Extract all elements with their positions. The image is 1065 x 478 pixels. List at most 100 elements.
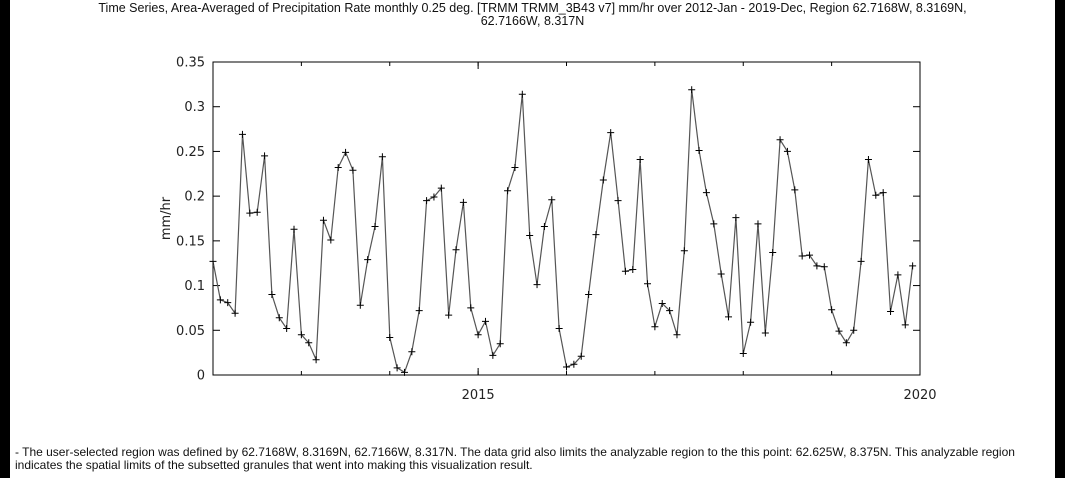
- data-point: [400, 368, 408, 376]
- data-point: [680, 247, 688, 255]
- data-point: [599, 176, 607, 184]
- data-point: [577, 352, 585, 360]
- data-point: [636, 155, 644, 163]
- data-point: [290, 225, 298, 233]
- data-point: [297, 331, 305, 339]
- data-point: [437, 184, 445, 192]
- y-tick-label: 0.1: [184, 279, 205, 294]
- data-point: [688, 86, 696, 94]
- data-point: [783, 147, 791, 155]
- data-point: [312, 356, 320, 364]
- y-tick-label: 0.25: [176, 145, 205, 160]
- data-point: [673, 331, 681, 339]
- data-point: [334, 164, 342, 172]
- data-point: [820, 263, 828, 271]
- data-point: [879, 189, 887, 197]
- data-point: [386, 333, 394, 341]
- data-point: [747, 318, 755, 326]
- data-point: [710, 220, 718, 228]
- data-point: [319, 216, 327, 224]
- y-tick-label: 0.05: [176, 324, 205, 339]
- data-point: [806, 251, 814, 259]
- x-tick-label: 2015: [462, 388, 495, 403]
- data-point: [570, 360, 578, 368]
- y-tick-label: 0.3: [184, 100, 205, 115]
- data-point: [621, 267, 629, 275]
- data-point: [423, 197, 431, 205]
- data-point: [261, 152, 269, 160]
- data-point: [496, 340, 504, 348]
- data-point: [754, 220, 762, 228]
- data-point: [231, 309, 239, 317]
- data-point: [489, 351, 497, 359]
- line-chart: 0 0.05 0.1 0.15 0.2 0.25 0.3 0.35 2015 2020 mm/hr: [159, 56, 937, 404]
- data-point: [651, 323, 659, 331]
- chart-window: Time Series, Area-Averaged of Precipitat…: [10, 0, 1055, 478]
- data-point: [607, 129, 615, 137]
- data-point: [415, 307, 423, 315]
- data-point: [791, 186, 799, 194]
- data-point: [813, 262, 821, 270]
- data-point: [253, 208, 261, 216]
- data-point: [592, 231, 600, 239]
- chart-title-line-1: Time Series, Area-Averaged of Precipitat…: [98, 1, 967, 15]
- data-point: [216, 296, 224, 304]
- data-point: [828, 306, 836, 314]
- plot-frame: [212, 61, 921, 376]
- chart-title: Time Series, Area-Averaged of Precipitat…: [10, 2, 1055, 28]
- data-point: [224, 299, 232, 307]
- y-tick-label: 0.35: [176, 56, 205, 71]
- data-point: [864, 155, 872, 163]
- data-point: [658, 299, 666, 307]
- data-point: [732, 214, 740, 222]
- data-point: [378, 153, 386, 161]
- data-point: [739, 350, 747, 358]
- data-point: [327, 236, 335, 244]
- data-point: [887, 308, 895, 316]
- data-point: [349, 166, 357, 174]
- chart-title-line-2: 62.7166W, 8.317N: [480, 14, 585, 28]
- data-point: [555, 324, 563, 332]
- data-point: [238, 130, 246, 138]
- data-point: [909, 262, 917, 270]
- data-point: [445, 311, 453, 319]
- data-point: [518, 90, 526, 98]
- series-line: [212, 89, 914, 374]
- data-point: [342, 148, 350, 156]
- data-point: [540, 223, 548, 231]
- data-point: [283, 324, 291, 332]
- data-point: [452, 246, 460, 254]
- data-point: [275, 314, 283, 322]
- y-tick-label: 0.2: [184, 190, 205, 205]
- region-footnote: - The user-selected region was defined b…: [15, 445, 1015, 472]
- data-point: [481, 317, 489, 325]
- data-point: [850, 326, 858, 334]
- data-point: [430, 193, 438, 201]
- data-point: [408, 348, 416, 356]
- data-point: [629, 265, 637, 273]
- data-point: [364, 256, 372, 264]
- data-point: [585, 291, 593, 299]
- data-point: [666, 307, 674, 315]
- data-point: [835, 327, 843, 335]
- data-point: [769, 248, 777, 256]
- data-point: [872, 191, 880, 199]
- y-tick-label: 0.15: [176, 234, 205, 249]
- data-point: [644, 280, 652, 288]
- data-point: [474, 331, 482, 339]
- data-point: [268, 291, 276, 299]
- data-point: [526, 231, 534, 239]
- data-point: [761, 329, 769, 337]
- data-point: [371, 223, 379, 231]
- data-point: [901, 321, 909, 329]
- data-point: [798, 252, 806, 260]
- data-point: [717, 270, 725, 278]
- data-point: [725, 313, 733, 321]
- data-point: [504, 187, 512, 195]
- data-point: [305, 339, 313, 347]
- data-point: [614, 197, 622, 205]
- data-point: [393, 364, 401, 372]
- data-point: [548, 196, 556, 204]
- data-point: [533, 281, 541, 289]
- data-point: [563, 363, 570, 371]
